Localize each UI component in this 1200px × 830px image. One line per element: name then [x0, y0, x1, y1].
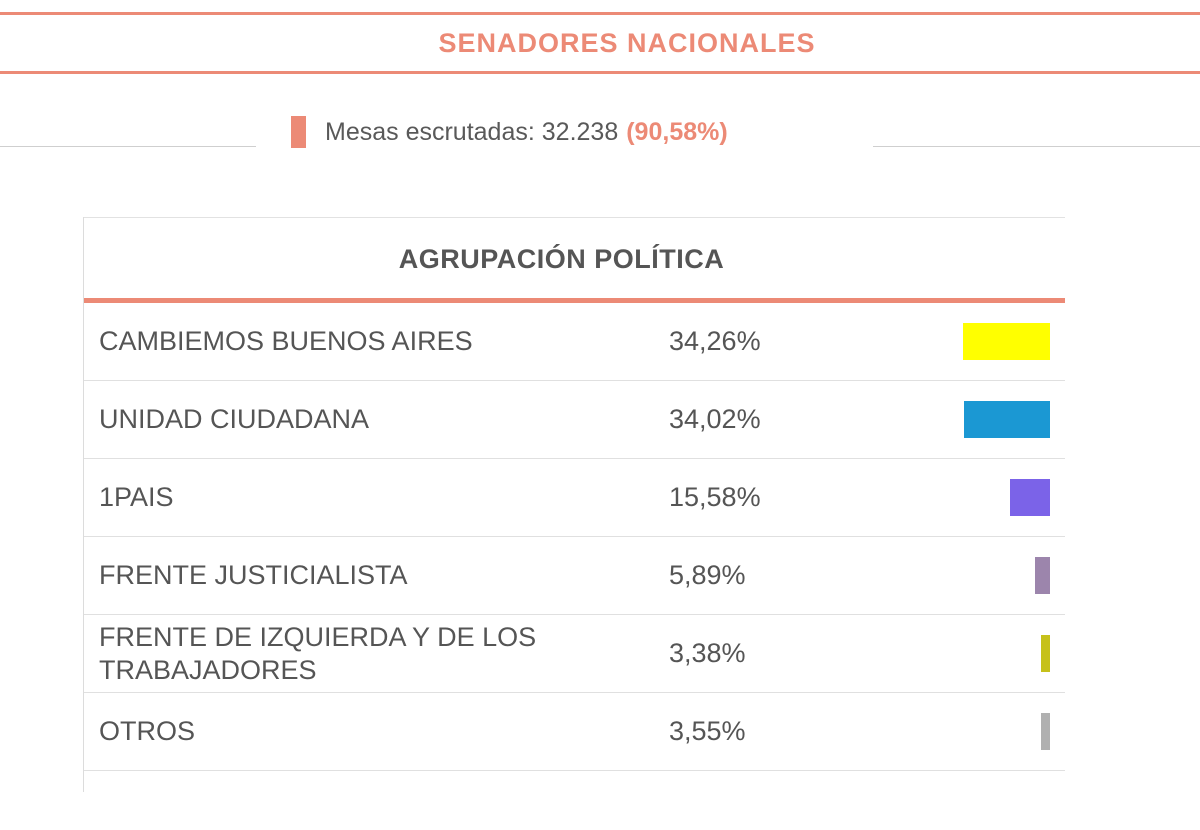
table-row: 1PAIS 15,58% [84, 459, 1065, 537]
party-bar [964, 401, 1050, 438]
party-bar [1035, 557, 1050, 594]
table-row: OTROS 3,55% [84, 693, 1065, 771]
party-name: FRENTE JUSTICIALISTA [99, 560, 408, 590]
status-percent: (90,58%) [626, 117, 728, 146]
party-percent: 3,55% [669, 716, 746, 746]
party-name: 1PAIS [99, 482, 174, 512]
status-marker-icon [291, 116, 306, 148]
results-table: AGRUPACIÓN POLÍTICA CAMBIEMOS BUENOS AIR… [83, 217, 1065, 792]
table-row: UNIDAD CIUDADANA 34,02% [84, 381, 1065, 459]
title-bottom-rule [0, 71, 1200, 74]
party-bar [963, 323, 1050, 360]
status-label: Mesas escrutadas: 32.238 [325, 117, 619, 146]
party-name: CAMBIEMOS BUENOS AIRES [99, 326, 473, 356]
party-percent: 15,58% [669, 482, 761, 512]
party-bar [1041, 635, 1050, 672]
table-row: CAMBIEMOS BUENOS AIRES 34,26% [84, 303, 1065, 381]
party-bar [1010, 479, 1050, 516]
table-header-rule [84, 298, 1065, 303]
status-summary: Mesas escrutadas: 32.238 (90,58%) [291, 114, 728, 150]
party-percent: 34,02% [669, 404, 761, 434]
party-name: FRENTE DE IZQUIERDA Y DE LOS TRABAJADORE… [99, 621, 537, 685]
status-divider-left [0, 146, 256, 147]
section-title: SENADORES NACIONALES [438, 28, 816, 58]
title-top-rule [0, 12, 1200, 15]
party-percent: 3,38% [669, 638, 746, 668]
table-rows: CAMBIEMOS BUENOS AIRES 34,26% UNIDAD CIU… [84, 303, 1065, 771]
party-name: OTROS [99, 716, 196, 746]
party-name: UNIDAD CIUDADANA [99, 404, 370, 434]
status-divider-right [873, 146, 1200, 147]
party-percent: 34,26% [669, 326, 761, 356]
party-percent: 5,89% [669, 560, 746, 590]
table-row: FRENTE DE IZQUIERDA Y DE LOS TRABAJADORE… [84, 615, 1065, 693]
party-bar [1041, 713, 1050, 750]
table-top-border [84, 217, 1065, 218]
table-row: FRENTE JUSTICIALISTA 5,89% [84, 537, 1065, 615]
table-header: AGRUPACIÓN POLÍTICA [398, 244, 725, 274]
